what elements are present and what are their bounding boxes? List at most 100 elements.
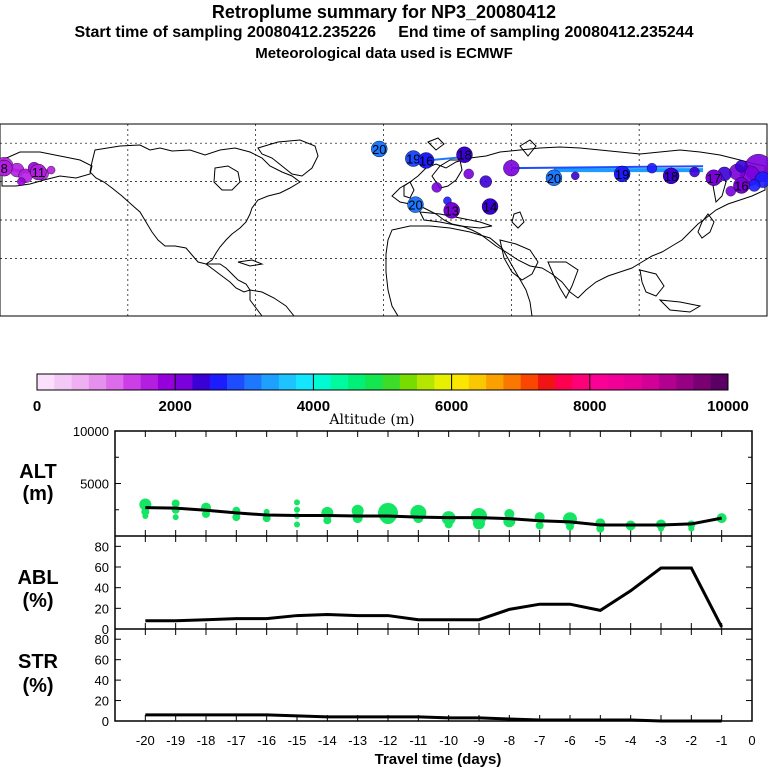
plume-cluster-point — [658, 525, 664, 532]
colorbar-swatch — [244, 374, 262, 390]
abl-panel: 80 60 40 20 0 — [95, 536, 753, 637]
x-tick-label: -9 — [473, 733, 485, 748]
colorbar-swatch — [123, 374, 141, 390]
x-tick-label: -5 — [595, 733, 607, 748]
x-tick-label: -7 — [534, 733, 546, 748]
x-tick-label: -10 — [439, 733, 458, 748]
x-axis: -20 -19 -18 -17 -16 -15 -14 -13 -12 -11 -10 -9 -8 -7-… — [136, 733, 756, 748]
plume-day-marker — [456, 146, 473, 163]
colorbar-tick-label: 0 — [33, 398, 41, 415]
plume-blob — [689, 166, 700, 178]
colorbar-swatch — [192, 374, 211, 390]
colorbar-swatch — [54, 374, 72, 390]
x-axis-title: Travel time (days) — [375, 751, 502, 768]
plume-day-marker — [371, 140, 388, 158]
coastline-eurasia — [391, 146, 766, 299]
y-tick-label: 20 — [95, 694, 109, 709]
colorbar-swatch — [451, 374, 470, 390]
coastline-india — [547, 261, 579, 300]
coastline-hudson-bay — [213, 165, 241, 191]
colorbar-swatch — [676, 374, 694, 390]
abl-line — [145, 566, 724, 628]
y-tick-label: 5000 — [80, 477, 109, 492]
plume-day-label: 14 — [483, 200, 497, 215]
x-tick-label: -14 — [318, 733, 337, 748]
colorbar-title: Altitude (m) — [328, 412, 414, 428]
alt-median-line — [145, 506, 722, 527]
x-tick-label: -6 — [564, 733, 576, 748]
plume-day-label: 18 — [664, 169, 678, 184]
plume-blob — [571, 171, 580, 181]
plume-blob — [431, 182, 442, 193]
x-tick-label: -1 — [716, 733, 728, 748]
y-tick-label: 80 — [95, 539, 109, 554]
plume-cluster-point — [294, 499, 300, 506]
plume-day-marker — [705, 169, 722, 186]
y-tick-label: 60 — [95, 653, 109, 668]
plume-cluster-point — [142, 513, 149, 520]
plume-blob — [463, 168, 474, 180]
colorbar-swatch — [330, 374, 349, 390]
x-tick-label: -8 — [504, 733, 516, 748]
plume-cluster-point — [232, 513, 241, 522]
colorbar-swatch — [417, 374, 435, 390]
plume-blob — [735, 160, 748, 173]
y-tick-label: 40 — [95, 581, 109, 596]
colorbar-swatch — [157, 374, 176, 390]
plume-day-label: 13 — [444, 203, 458, 218]
plot-title: Retroplume summary for NP3_20080412 — [211, 2, 557, 22]
colorbar-swatch — [693, 374, 712, 390]
colorbar-tick-label: 6000 — [435, 398, 468, 415]
plume-cluster-point — [473, 517, 485, 530]
plume-markers: 20 19 18 16 20 19 18 17 16 11 8 20 13 14 — [0, 140, 768, 219]
plume-blob — [646, 162, 658, 174]
colorbar-tick-label: 10000 — [707, 398, 749, 415]
colorbar-swatch — [365, 374, 383, 390]
plume-day-marker — [613, 165, 631, 183]
coastline-north-america — [89, 144, 301, 265]
alt-panel-unit: (m) — [22, 483, 53, 505]
coastline-greenland — [257, 139, 319, 177]
plume-cluster-point — [263, 508, 270, 515]
colorbar-swatch — [140, 374, 159, 390]
colorbar-swatch — [88, 374, 107, 390]
str-panel-unit: (%) — [22, 675, 53, 697]
alt-panel: 10000 5000 — [73, 424, 753, 536]
coastlines — [1, 137, 766, 317]
map-graticule — [0, 124, 767, 316]
plume-cluster-point — [294, 506, 300, 513]
colorbar-swatch — [37, 374, 55, 390]
plume-day-label: 20 — [408, 198, 422, 213]
plume-cluster-point — [171, 499, 180, 508]
colorbar-swatch — [710, 374, 729, 390]
coastline-japan — [697, 213, 715, 239]
colorbar-tick-labels: 0 2000 4000 6000 8000 10000 — [33, 374, 749, 415]
coastline-africa — [385, 225, 533, 317]
y-tick-label: 40 — [95, 673, 109, 688]
plume-day-marker — [417, 152, 435, 169]
x-tick-label: -17 — [227, 733, 246, 748]
colorbar-swatch — [347, 374, 366, 390]
x-tick-label: -3 — [655, 733, 667, 748]
y-tick-label: 0 — [102, 622, 109, 637]
plume-day-marker — [0, 159, 13, 177]
plume-cluster-point — [688, 525, 695, 532]
coastline-alaska — [1, 151, 93, 187]
plume-day-label: 19 — [615, 167, 629, 182]
plume-cluster-point — [323, 516, 332, 525]
colorbar-swatch — [313, 374, 331, 390]
plume-cluster-point — [566, 522, 574, 531]
plume-day-label: 19 — [406, 152, 420, 167]
plume-day-marker — [30, 163, 47, 181]
colorbar-swatch — [399, 374, 418, 390]
plume-day-marker — [407, 196, 424, 213]
colorbar-tick-label: 8000 — [573, 398, 606, 415]
plume-day-label: 20 — [372, 142, 386, 157]
colorbar-tick-label: 2000 — [159, 398, 192, 415]
met-data-line: Meteorological data used is ECMWF — [255, 45, 513, 62]
colorbar-swatch — [175, 374, 193, 390]
plume-cluster-point — [596, 524, 605, 533]
time-series-frame — [114, 430, 753, 722]
altitude-colorbar — [36, 373, 729, 391]
